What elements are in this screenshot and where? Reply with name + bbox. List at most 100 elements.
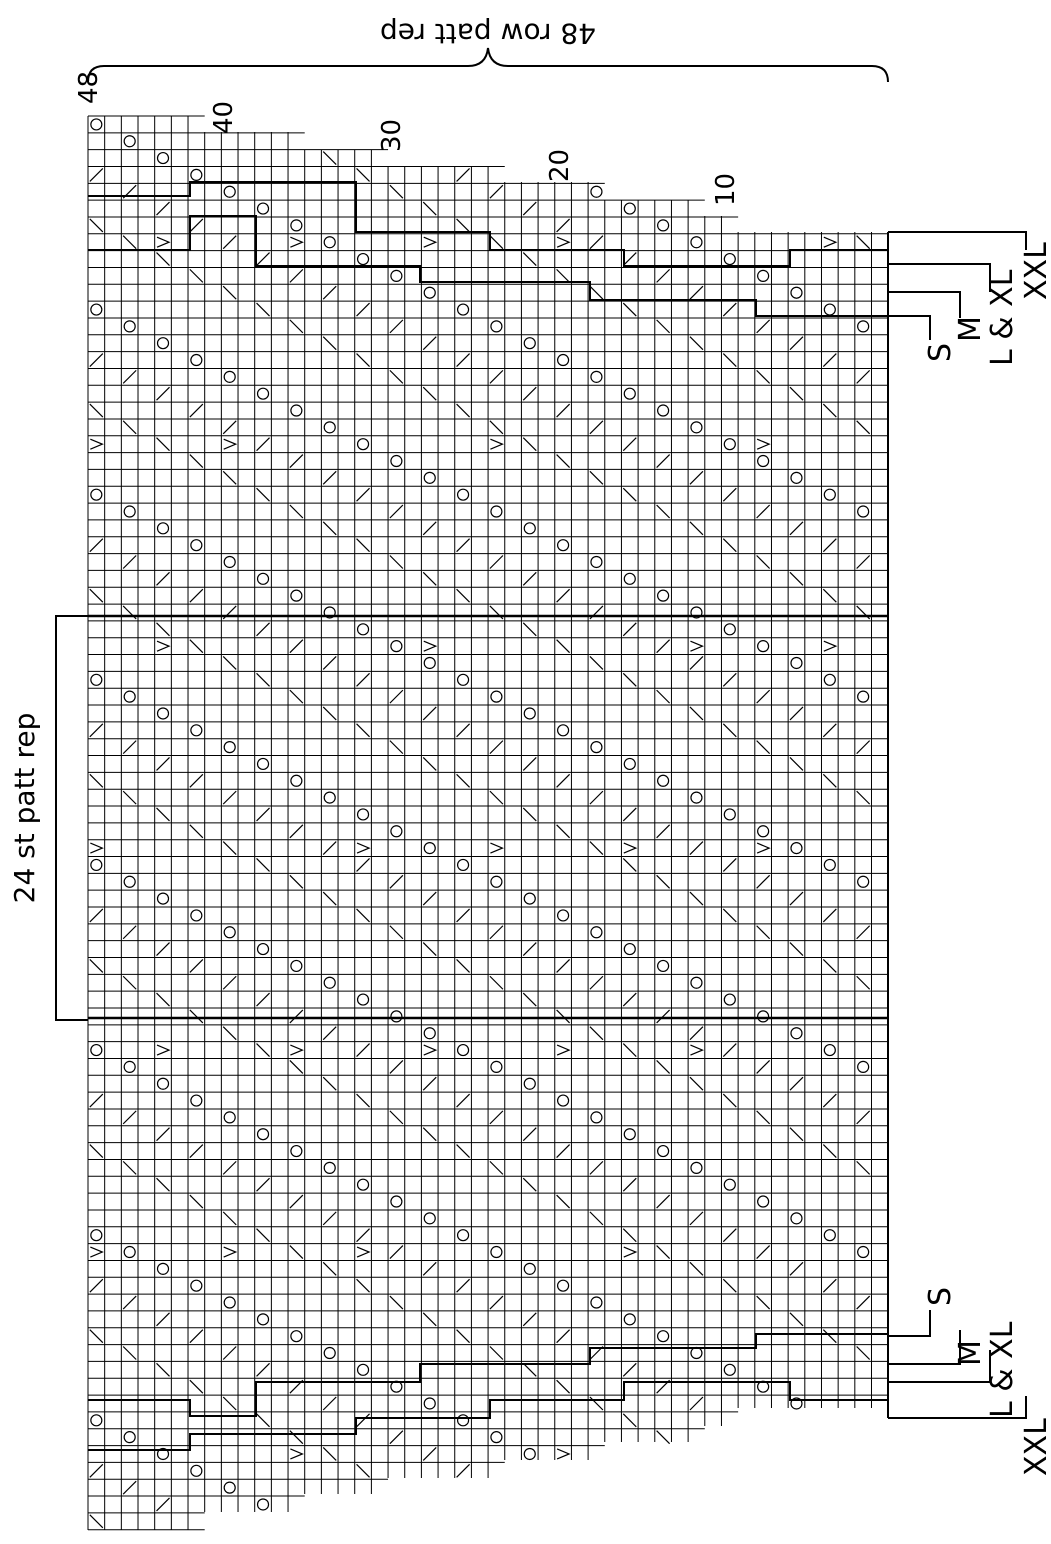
decrease-slash [789, 336, 804, 351]
decrease-slash [322, 1261, 337, 1276]
decrease-slash [756, 740, 771, 755]
yarn-over-circle [156, 337, 170, 350]
yarn-over-circle [657, 774, 670, 787]
chart-grid [87, 115, 889, 1531]
yarn-over-circle [723, 623, 736, 636]
yarn-over-circle [623, 1313, 636, 1326]
decrease-slash [289, 639, 304, 654]
decrease-slash [489, 235, 504, 250]
size-label-lxl-top: L & XL [985, 269, 1020, 366]
decrease-slash [456, 588, 470, 603]
decrease-slash [89, 958, 104, 973]
double-decrease-chevron [156, 236, 171, 248]
decrease-slash [589, 1211, 604, 1226]
yarn-over-circle [823, 488, 836, 501]
decrease-slash [589, 975, 604, 990]
decrease-slash [89, 1278, 104, 1293]
decrease-slash [489, 1110, 504, 1125]
row-repeat-label: 48 row patt rep [380, 17, 596, 50]
decrease-slash [322, 1076, 337, 1091]
decrease-slash [622, 302, 637, 317]
decrease-slash [789, 757, 804, 771]
decrease-slash [689, 1396, 704, 1411]
decrease-slash [589, 235, 604, 250]
decrease-slash [289, 319, 304, 334]
decrease-slash [689, 285, 704, 300]
decrease-slash [89, 538, 104, 553]
size-outline-step [88, 1333, 888, 1417]
decrease-slash [289, 1009, 304, 1024]
decrease-slash [756, 1110, 771, 1125]
decrease-slash [756, 689, 771, 704]
decrease-slash [822, 1144, 837, 1158]
decrease-slash [89, 1144, 104, 1158]
yarn-over-circle [823, 858, 836, 872]
decrease-slash [722, 1093, 737, 1108]
decrease-slash [756, 925, 771, 940]
decrease-slash [656, 1009, 671, 1024]
decrease-slash [656, 874, 671, 889]
yarn-over-circle [723, 438, 736, 451]
decrease-slash [389, 1295, 404, 1310]
decrease-slash [89, 908, 104, 923]
decrease-slash [356, 858, 370, 872]
decrease-slash [89, 773, 104, 788]
yarn-over-circle [290, 1144, 303, 1158]
yarn-over-circle [790, 1027, 803, 1040]
yarn-over-circle [657, 404, 670, 417]
yarn-over-circle [690, 1346, 703, 1360]
yarn-over-circle [556, 539, 570, 552]
decrease-slash [356, 672, 370, 687]
decrease-slash [822, 958, 837, 973]
decrease-slash [556, 1194, 571, 1209]
size-outline-step [88, 1381, 888, 1451]
yarn-over-circle [423, 1212, 436, 1225]
decrease-slash [222, 1160, 237, 1175]
decrease-slash [322, 841, 337, 856]
yarn-over-circle [523, 1262, 536, 1275]
yarn-over-circle [456, 1414, 470, 1427]
decrease-slash [722, 723, 737, 738]
double-decrease-chevron [290, 1044, 304, 1056]
decrease-slash [656, 504, 671, 519]
decrease-slash [189, 1194, 204, 1209]
decrease-slash [789, 706, 804, 721]
decrease-slash [589, 790, 604, 805]
decrease-slash [222, 1396, 237, 1411]
decrease-slash [722, 302, 737, 317]
size-label-lxl-bottom: L & XL [985, 1321, 1020, 1418]
yarn-over-circle [823, 673, 836, 686]
yarn-over-circle [156, 1262, 170, 1275]
yarn-over-circle [490, 1060, 503, 1073]
yarn-over-circle [790, 286, 803, 299]
yarn-over-circle [390, 269, 403, 282]
decrease-slash [622, 252, 637, 266]
decrease-slash [222, 841, 237, 856]
yarn-over-circle [290, 404, 303, 417]
yarn-over-circle [390, 640, 403, 653]
yarn-over-circle [490, 875, 503, 888]
decrease-slash [622, 1043, 637, 1057]
decrease-slash [689, 1261, 704, 1276]
decrease-slash [589, 841, 604, 856]
decrease-slash [356, 487, 370, 502]
yarn-over-circle [690, 791, 703, 804]
yarn-over-circle [723, 1363, 736, 1376]
row-number-20: 20 [545, 149, 575, 182]
decrease-slash [322, 470, 337, 485]
decrease-slash [189, 1379, 204, 1394]
decrease-slash [789, 1261, 804, 1276]
decrease-slash [356, 538, 370, 553]
decrease-slash [656, 319, 671, 334]
double-decrease-chevron [690, 1044, 705, 1056]
decrease-slash [456, 958, 470, 973]
decrease-slash [322, 891, 337, 906]
decrease-slash [122, 369, 137, 384]
size-label-xxl-top: XXL [1019, 242, 1051, 300]
decrease-slash [89, 1514, 104, 1529]
yarn-over-circle [90, 118, 103, 131]
decrease-slash [756, 319, 771, 334]
decrease-slash [256, 1413, 270, 1428]
decrease-slash [422, 201, 437, 216]
